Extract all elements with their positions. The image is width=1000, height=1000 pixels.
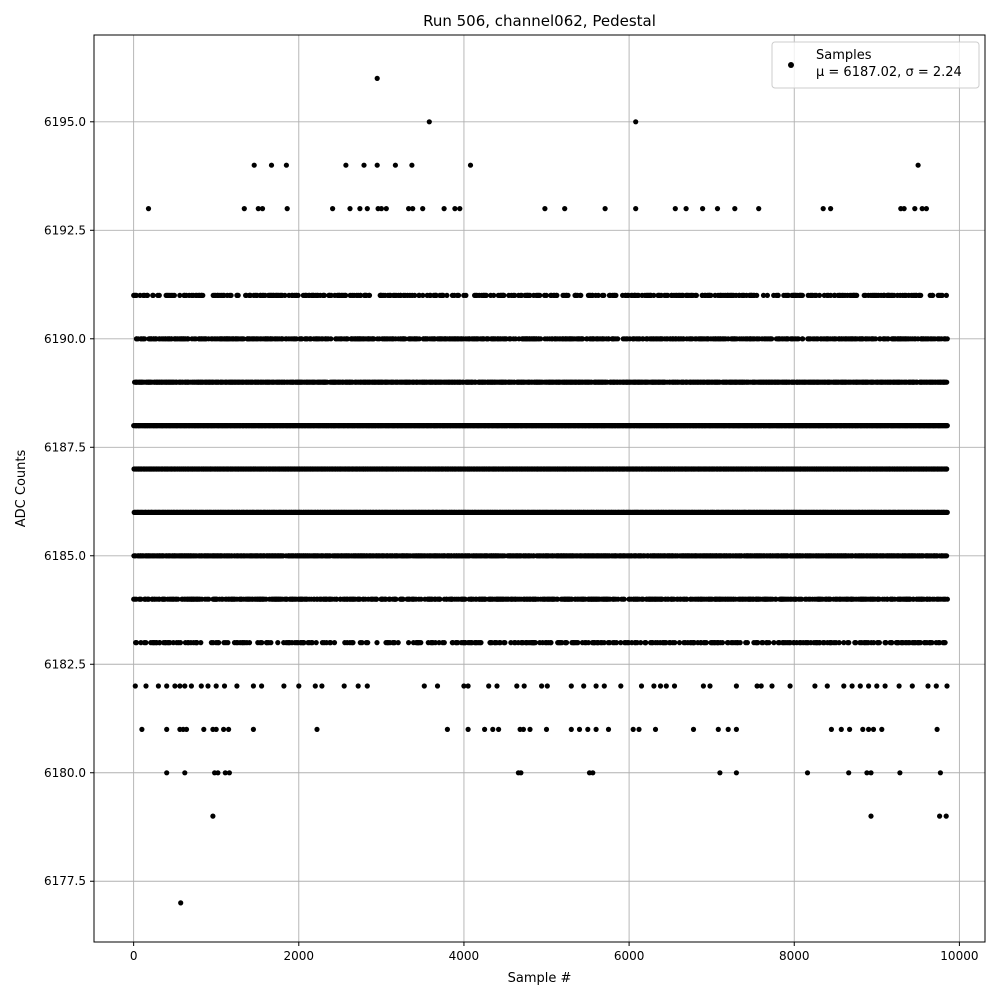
data-point <box>463 292 469 298</box>
data-point <box>491 292 497 298</box>
data-point <box>769 336 775 342</box>
data-point <box>343 292 349 298</box>
data-point <box>595 292 601 298</box>
data-point <box>764 292 771 298</box>
data-point <box>144 292 151 298</box>
data-point <box>885 336 891 342</box>
data-point <box>615 336 621 342</box>
data-point <box>527 292 533 298</box>
data-point <box>943 292 950 298</box>
data-point <box>854 292 860 298</box>
data-point <box>651 292 657 298</box>
data-point <box>775 292 781 298</box>
data-point <box>501 292 507 298</box>
data-point <box>708 292 714 298</box>
data-point <box>795 336 802 342</box>
data-point <box>416 336 422 342</box>
data-point <box>433 292 439 298</box>
data-point <box>578 292 584 298</box>
data-point <box>873 336 879 342</box>
data-point <box>358 292 364 298</box>
data-point <box>816 292 823 298</box>
data-point <box>601 292 607 298</box>
data-point <box>665 292 671 298</box>
data-point <box>328 336 334 342</box>
data-point <box>613 292 619 298</box>
data-point <box>799 292 806 298</box>
data-point <box>293 336 299 342</box>
data-point <box>537 292 543 298</box>
points-layer <box>131 75 951 906</box>
data-point <box>177 292 183 298</box>
data-point <box>200 292 206 298</box>
data-point <box>944 466 950 472</box>
data-point <box>944 379 950 385</box>
data-point <box>543 292 549 298</box>
data-point <box>142 336 148 342</box>
data-point <box>366 292 373 298</box>
data-point <box>344 336 351 342</box>
data-point <box>133 292 139 298</box>
data-point <box>944 336 950 342</box>
data-point <box>241 336 247 342</box>
data-point <box>554 292 560 298</box>
data-point <box>235 292 241 298</box>
data-point <box>565 292 571 298</box>
data-point <box>754 292 760 298</box>
data-point <box>440 292 446 298</box>
data-point <box>185 336 191 342</box>
data-point <box>483 292 489 298</box>
data-point <box>295 292 301 298</box>
data-point <box>228 292 234 298</box>
data-point <box>580 336 586 342</box>
data-point <box>420 292 426 298</box>
data-point <box>456 292 462 298</box>
data-point <box>150 292 156 298</box>
data-point <box>944 423 950 429</box>
data-point <box>321 292 327 298</box>
data-point <box>918 292 924 298</box>
data-point <box>412 292 418 298</box>
data-point <box>939 292 945 298</box>
data-point <box>693 292 700 298</box>
data-point <box>402 336 408 342</box>
data-point <box>156 292 162 298</box>
data-point <box>282 292 288 298</box>
data-point <box>760 292 767 298</box>
data-point <box>800 336 806 342</box>
data-point <box>171 292 177 298</box>
data-point <box>371 336 377 342</box>
data-point <box>635 292 642 298</box>
data-point <box>828 292 834 298</box>
data-point <box>930 292 936 298</box>
data-point <box>538 336 544 342</box>
data-point <box>512 292 518 298</box>
data-point <box>444 292 450 298</box>
